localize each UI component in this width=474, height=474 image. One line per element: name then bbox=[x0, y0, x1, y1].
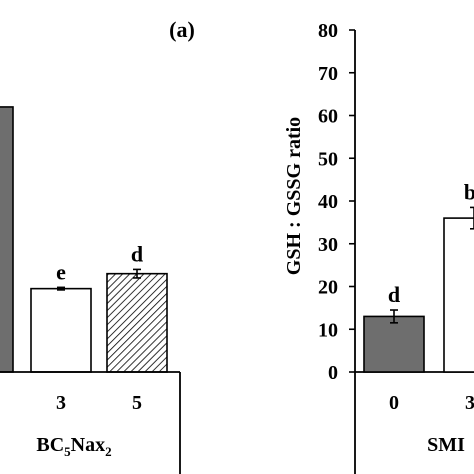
letter-d: d bbox=[131, 241, 143, 266]
y-tick-label-60: 60 bbox=[318, 106, 338, 128]
x-axis-label-right: SMI bbox=[427, 434, 465, 456]
y-tick-label-30: 30 bbox=[318, 234, 338, 256]
bar-0 bbox=[363, 315, 425, 373]
x-label-sub-1: 5 bbox=[64, 444, 71, 459]
x-label-part-1: BC bbox=[36, 434, 64, 456]
x-tick-3-right: 3 bbox=[465, 392, 474, 414]
letter-e: e bbox=[56, 259, 66, 284]
error-bar-0 bbox=[390, 309, 398, 324]
bar-3-right bbox=[443, 217, 474, 373]
y-tick-label-50: 50 bbox=[318, 148, 338, 170]
y-tick-label-0: 0 bbox=[328, 362, 338, 384]
bar-truncated-left bbox=[0, 106, 14, 373]
x-tick-0: 0 bbox=[389, 392, 399, 414]
error-bar-3-right bbox=[470, 206, 474, 230]
bar-3 bbox=[30, 287, 92, 373]
y-tick-label-40: 40 bbox=[318, 191, 338, 213]
x-tick-5: 5 bbox=[132, 392, 142, 414]
x-axis-label: BC5Nax2 bbox=[36, 434, 111, 459]
y-axis-label: GSH : GSSG ratio bbox=[283, 117, 305, 275]
y-tick-label-20: 20 bbox=[318, 277, 338, 299]
panel-label: (a) bbox=[169, 17, 195, 42]
y-tick-label-70: 70 bbox=[318, 63, 338, 85]
left-panel: (a) e d 3 5 BC5Nax2 bbox=[0, 17, 195, 474]
y-tick-label-10: 10 bbox=[318, 319, 338, 341]
error-bar-5 bbox=[133, 268, 141, 279]
x-label-part-2: Nax bbox=[71, 434, 105, 456]
x-tick-3: 3 bbox=[56, 392, 66, 414]
y-tick-label-80: 80 bbox=[318, 20, 338, 42]
letter-d-right: d bbox=[388, 282, 400, 307]
bar-5 bbox=[106, 272, 168, 373]
error-bar-3 bbox=[57, 286, 65, 291]
x-label-sub-2: 2 bbox=[105, 444, 112, 459]
y-ticks: 0 10 20 30 40 50 60 70 80 bbox=[318, 20, 355, 384]
letter-b: b bbox=[464, 179, 474, 204]
